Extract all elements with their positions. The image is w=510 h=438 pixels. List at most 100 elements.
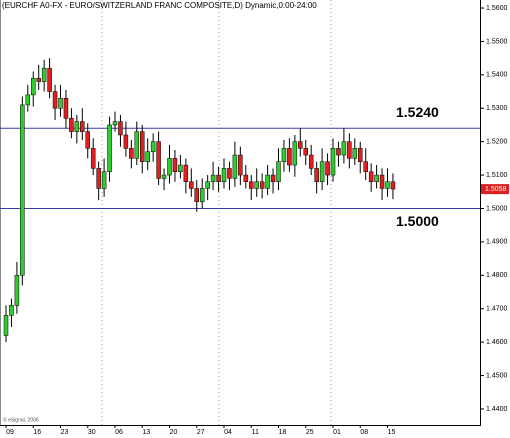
candle-body [205, 181, 210, 189]
y-tick-label: 1.5400 [486, 72, 508, 79]
y-tick-label: 1.5200 [486, 139, 508, 146]
y-tick-label: 1.4500 [486, 372, 508, 379]
candle-body [270, 174, 276, 183]
candle-body [112, 121, 118, 126]
candle-body [74, 121, 80, 132]
x-tick-label: 06 [115, 429, 123, 436]
candle-body [194, 188, 199, 203]
candle-body [80, 121, 85, 132]
candle-body [352, 148, 358, 159]
candle-body [210, 174, 216, 183]
candle-body [336, 148, 341, 156]
candle-body [25, 94, 31, 106]
candle-body [303, 148, 308, 156]
candle-body [363, 161, 368, 172]
last-price-label: 1.5058 [485, 186, 507, 193]
candle-body [167, 158, 172, 176]
candle-body [14, 275, 20, 306]
copyright: © eSignal, 2006 [3, 416, 39, 423]
candle-body [199, 188, 205, 203]
candle-body [69, 118, 74, 132]
y-tick-label: 1.5600 [486, 5, 508, 12]
y-tick-label: 1.5300 [486, 105, 508, 112]
candle-body [134, 131, 140, 159]
candle-body [319, 161, 325, 183]
y-tick-label: 1.5100 [486, 172, 508, 179]
chart-title: (EURCHF A0-FX - EURO/SWITZERLAND FRANC C… [2, 1, 317, 10]
candle-body [58, 97, 63, 109]
candle-body [341, 141, 347, 156]
candle-body [183, 164, 189, 183]
reference-label: 1.5000 [396, 213, 439, 229]
candle-body [265, 174, 270, 189]
candle-body [374, 174, 379, 183]
candle-body [281, 148, 287, 162]
candle-body [145, 151, 150, 162]
x-tick-label: 27 [197, 429, 205, 436]
candle-body [298, 141, 303, 149]
candle-body [330, 148, 336, 176]
candle-body [85, 131, 90, 149]
y-tick-label: 1.5000 [486, 205, 508, 212]
candle-body [227, 168, 232, 179]
y-tick-label: 1.4700 [486, 306, 508, 313]
x-tick-label: 01 [333, 429, 341, 436]
y-tick-label: 1.4400 [486, 406, 508, 413]
candle-body [243, 174, 249, 183]
y-tick-label: 1.5500 [486, 38, 508, 45]
candle-body [107, 124, 112, 172]
candle-body [118, 121, 123, 136]
x-tick-label: 20 [170, 429, 178, 436]
candle-body [31, 77, 36, 96]
candle-body [292, 141, 298, 166]
candle-body [379, 174, 385, 189]
candle-body [101, 171, 107, 189]
candle-body [232, 154, 238, 179]
x-tick-label: 25 [306, 429, 314, 436]
candle-body [96, 168, 101, 189]
y-tick-label: 1.4900 [486, 239, 508, 246]
candle-body [368, 171, 374, 183]
candle-body [9, 305, 14, 316]
candle-body [347, 141, 352, 159]
candle-body [189, 181, 194, 189]
y-tick-label: 1.4600 [486, 339, 508, 346]
candle-body [238, 154, 243, 176]
x-tick-label: 04 [224, 429, 232, 436]
candle-body [150, 141, 156, 152]
candle-body [129, 148, 134, 159]
candle-body [156, 141, 161, 179]
x-tick-label: 09 [6, 429, 14, 436]
candle-body [221, 168, 227, 183]
candle-body [140, 131, 145, 162]
x-tick-label: 23 [61, 429, 69, 436]
x-tick-label: 08 [360, 429, 368, 436]
candle-body [3, 315, 9, 336]
candle-body [249, 181, 254, 189]
candle-body [254, 181, 259, 189]
candle-body [314, 168, 319, 183]
y-tick-label: 1.4800 [486, 272, 508, 279]
candle-body [123, 134, 129, 149]
candle-body [276, 161, 281, 183]
candle-body [47, 67, 52, 92]
candle-body [20, 104, 25, 276]
x-tick-label: 30 [88, 429, 96, 436]
x-tick-label: 11 [252, 429, 259, 436]
candle-body [178, 164, 183, 172]
candle-body [358, 148, 363, 162]
x-tick-label: 18 [279, 429, 287, 436]
candle-body [161, 174, 167, 179]
candle-body [41, 67, 47, 82]
candle-body [36, 77, 41, 82]
candle-body [287, 148, 292, 166]
candle-body [259, 181, 265, 189]
candle-body [52, 91, 58, 109]
x-tick-label: 13 [142, 429, 150, 436]
candle-body [390, 181, 396, 190]
candle-body [325, 161, 330, 176]
candle-body [308, 154, 314, 169]
candle-body [90, 148, 96, 169]
reference-label: 1.5240 [396, 104, 439, 120]
